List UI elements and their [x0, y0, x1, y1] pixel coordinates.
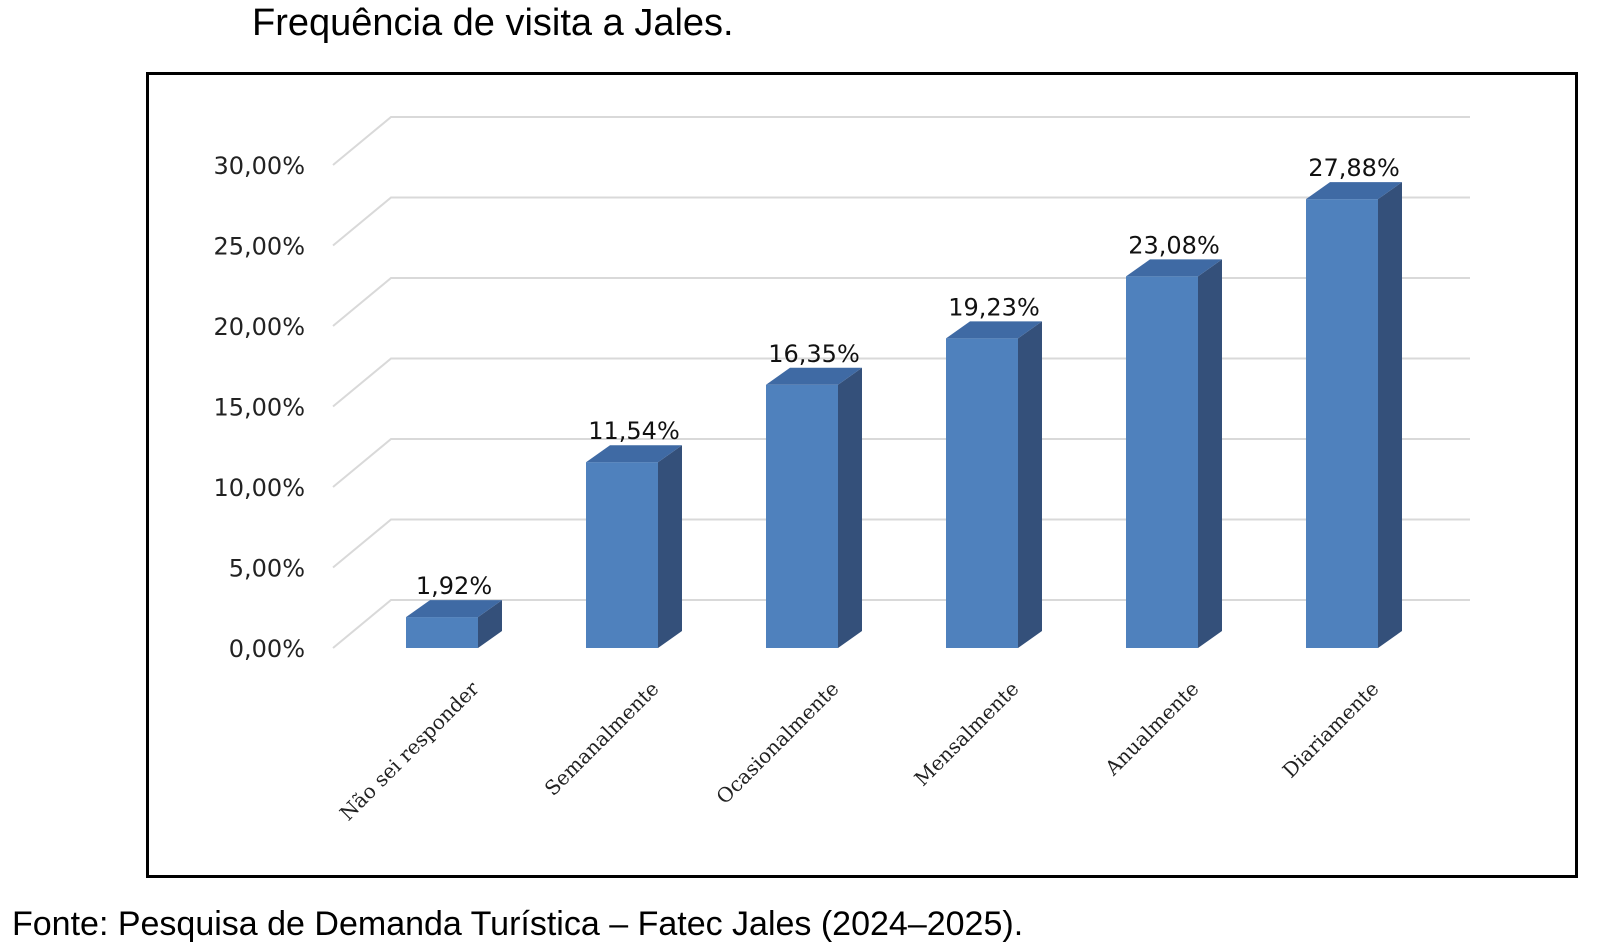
- bar: [766, 367, 862, 648]
- gridline: [332, 599, 1470, 649]
- bar-top: [1306, 182, 1402, 200]
- bar-side: [1198, 259, 1222, 648]
- data-label: 27,88%: [1308, 154, 1400, 182]
- y-tick-label: 10,00%: [213, 474, 305, 502]
- y-tick-label: 25,00%: [213, 233, 305, 261]
- bar-top: [586, 445, 682, 463]
- bar-front: [586, 462, 658, 648]
- y-tick-label: 0,00%: [229, 635, 305, 663]
- gridline: [332, 277, 1470, 327]
- gridline: [332, 116, 1470, 166]
- x-tick-label: Mensalmente: [909, 677, 1023, 791]
- gridline: [332, 518, 1470, 569]
- bar: [946, 321, 1042, 648]
- gridline: [332, 357, 1470, 408]
- data-label: 1,92%: [416, 572, 492, 600]
- gridline: [332, 438, 1470, 488]
- bar: [1126, 259, 1222, 648]
- data-label: 16,35%: [768, 340, 860, 368]
- bar-top: [1126, 259, 1222, 277]
- gridline: [332, 196, 1470, 247]
- bar-front: [1306, 199, 1378, 648]
- bar-side: [1378, 182, 1402, 648]
- source-caption: Fonte: Pesquisa de Demanda Turística – F…: [12, 905, 1024, 943]
- y-tick-label: 15,00%: [213, 394, 305, 422]
- bar-front: [766, 384, 838, 648]
- bar-side: [838, 367, 862, 648]
- data-label: 23,08%: [1128, 231, 1220, 259]
- bar-front: [1126, 276, 1198, 648]
- data-label: 11,54%: [588, 417, 680, 445]
- data-label: 19,23%: [948, 293, 1040, 321]
- bar-top: [406, 600, 502, 618]
- bar-top: [766, 367, 862, 385]
- chart-title: Frequência de visita a Jales.: [252, 2, 734, 44]
- y-tick-label: 5,00%: [229, 555, 305, 583]
- y-tick-label: 30,00%: [213, 152, 305, 180]
- x-tick-label: Ocasionalmente: [711, 677, 843, 809]
- x-tick-label: Anualmente: [1100, 677, 1204, 781]
- x-tick-label: Semanalmente: [540, 677, 664, 801]
- bar-front: [946, 338, 1018, 648]
- bar: [406, 600, 502, 648]
- bar: [586, 445, 682, 648]
- y-tick-label: 20,00%: [213, 313, 305, 341]
- bar-side: [658, 445, 682, 648]
- bar-front: [406, 617, 478, 648]
- x-tick-label: Diariamente: [1278, 677, 1384, 783]
- bar-side: [478, 600, 502, 648]
- bar-top: [946, 321, 1042, 339]
- bar-side: [1018, 321, 1042, 648]
- x-tick-label: Não sei responder: [335, 676, 484, 825]
- bar: [1306, 182, 1402, 648]
